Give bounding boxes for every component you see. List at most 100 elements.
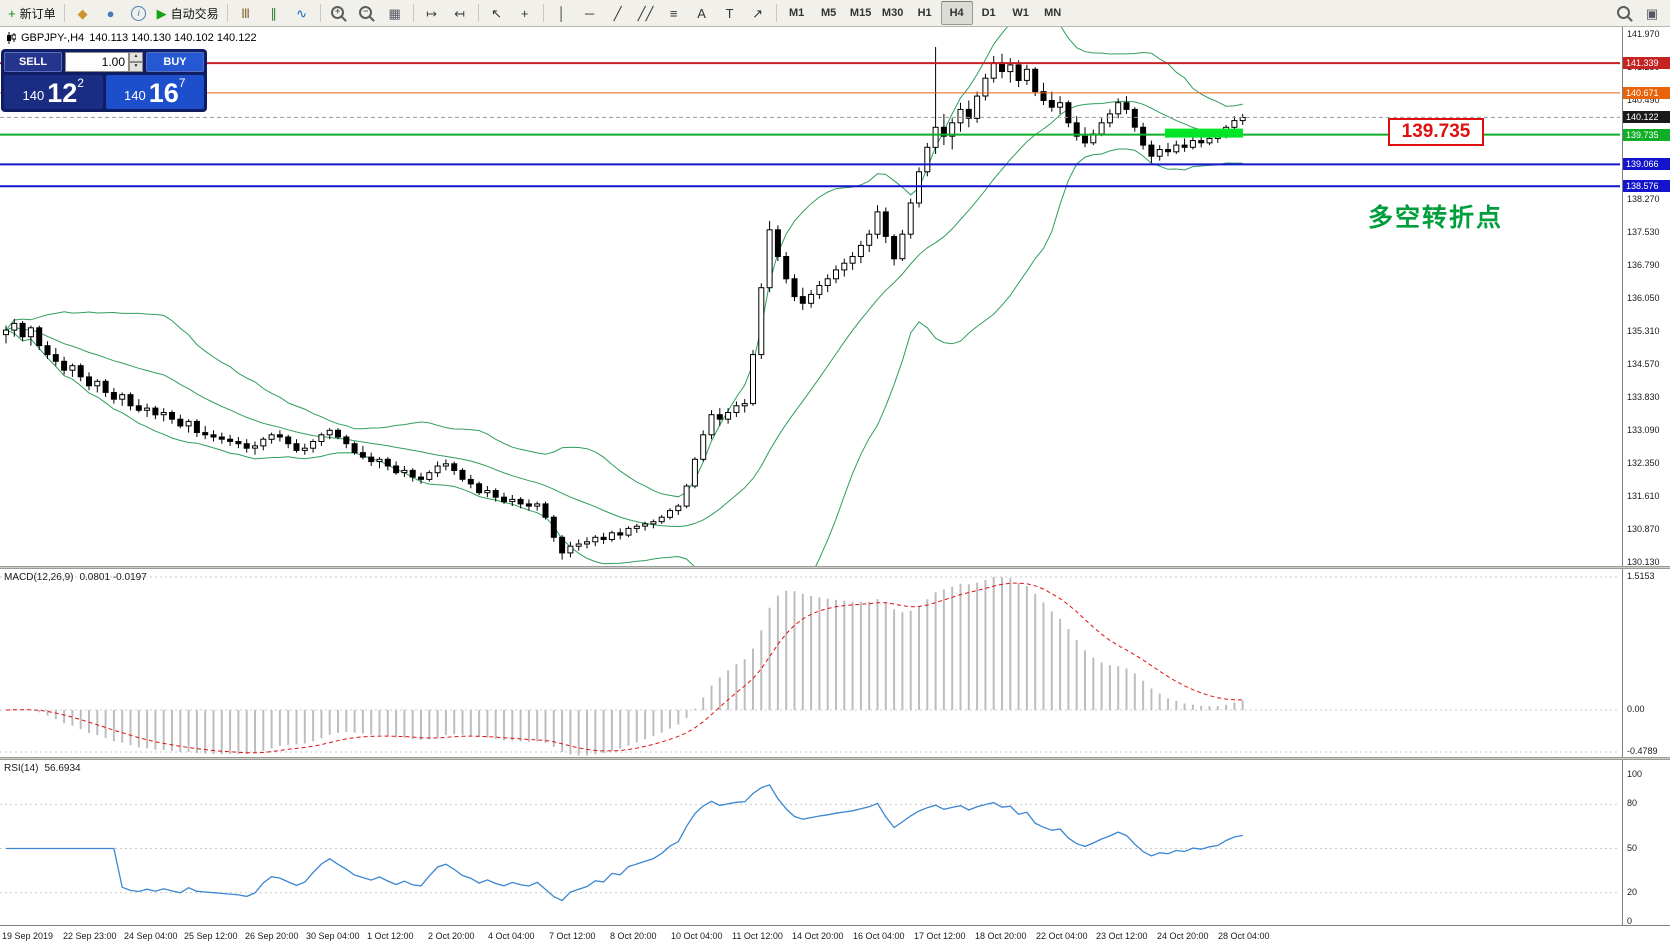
timeframe-m5-button[interactable]: M5 <box>820 7 837 19</box>
zoom-out-icon: − <box>359 5 373 19</box>
price-axis-label: 137.530 <box>1627 227 1660 237</box>
line-chart-icon: ∿ <box>296 5 308 21</box>
date-axis-label: 17 Oct 12:00 <box>914 931 966 941</box>
zoom-in-button[interactable]: + <box>325 1 353 25</box>
cursor-button[interactable]: ↖ <box>483 1 511 25</box>
timeframe-m1-button[interactable]: M1 <box>788 7 805 19</box>
price-level-tag: 141.339 <box>1623 57 1670 69</box>
data-window-button[interactable]: i <box>125 1 153 25</box>
date-axis[interactable]: 19 Sep 2019 22 Sep 23:00 24 Sep 04:00 25 Se… <box>0 925 1670 951</box>
buy-price-big: 16 <box>148 78 179 108</box>
sell-price-big: 12 <box>47 78 78 108</box>
spinner-down-icon[interactable]: ▼ <box>129 62 143 72</box>
chart-windows-button[interactable]: ▣ <box>1638 1 1666 25</box>
date-axis-label: 4 Oct 04:00 <box>488 931 535 941</box>
timeframe-d1-button[interactable]: D1 <box>981 7 996 19</box>
rsi-title: RSI(14) <box>4 763 39 774</box>
vertical-line-button[interactable]: │ <box>548 1 576 25</box>
line-chart-button[interactable]: ∿ <box>288 1 316 25</box>
fibonacci-icon: ≡ <box>669 5 678 21</box>
timeframe-m30-button[interactable]: M30 <box>881 7 904 19</box>
price-level-tag: 140.671 <box>1623 87 1670 99</box>
profiles-button[interactable]: ◆ <box>69 1 97 25</box>
new-order-icon: + <box>8 5 16 21</box>
chart-shift-icon: ↤ <box>454 5 466 21</box>
rsi-axis-label: 0 <box>1627 916 1633 926</box>
sell-price-pip: 2 <box>77 76 84 90</box>
horizontal-line-button[interactable]: ─ <box>576 1 604 25</box>
buy-price-button[interactable]: 140 16 7 <box>105 75 204 109</box>
date-axis-label: 23 Oct 12:00 <box>1096 931 1148 941</box>
crosshair-button[interactable]: + <box>511 1 539 25</box>
trendline-button[interactable]: ╱ <box>604 1 632 25</box>
price-axis-label: 130.870 <box>1627 524 1660 534</box>
rsi-axis-label: 80 <box>1627 798 1638 808</box>
macd-splitter[interactable] <box>0 566 1670 569</box>
text-label-button[interactable]: T <box>716 1 744 25</box>
rsi-scale[interactable]: 100 80 50 20 0 <box>1622 760 1670 926</box>
date-axis-label: 28 Oct 04:00 <box>1218 931 1270 941</box>
equidistant-channel-button[interactable]: ╱╱ <box>632 1 660 25</box>
search-button[interactable] <box>1610 1 1638 25</box>
timeframe-m15-button[interactable]: M15 <box>849 7 872 19</box>
toolbar-separator <box>412 4 414 22</box>
price-axis-label: 130.130 <box>1627 557 1660 567</box>
sell-price-button[interactable]: 140 12 2 <box>4 75 103 109</box>
chart-header: GBPJPY-,H4 140.113 140.130 140.102 140.1… <box>6 32 257 44</box>
chart-icon <box>7 32 16 44</box>
chart-shift-button[interactable]: ↤ <box>446 1 474 25</box>
toolbar-separator <box>775 4 777 22</box>
sell-button[interactable]: SELL <box>4 52 62 72</box>
rsi-splitter[interactable] <box>0 757 1670 760</box>
horizontal-line-icon: ─ <box>585 5 595 21</box>
timeframe-h4-button[interactable]: H4 <box>940 1 973 25</box>
date-axis-label: 2 Oct 20:00 <box>428 931 475 941</box>
date-axis-label: 22 Oct 04:00 <box>1036 931 1088 941</box>
spinner-up-icon[interactable]: ▲ <box>129 52 143 62</box>
bar-chart-button[interactable]: Ⅲ <box>232 1 260 25</box>
price-axis-label: 131.610 <box>1627 491 1660 501</box>
sell-price-prefix: 140 <box>22 88 45 103</box>
timeframe-w1-button[interactable]: W1 <box>1012 7 1029 19</box>
fibonacci-button[interactable]: ≡ <box>660 1 688 25</box>
toolbar-separator <box>319 4 321 22</box>
rsi-canvas[interactable] <box>0 760 1670 925</box>
vertical-line-icon: │ <box>557 5 566 21</box>
buy-button[interactable]: BUY <box>146 52 204 72</box>
toolbar: + 新订单 ◆ ● i ▶ 自动交易 Ⅲ ∥ ∿ + − ▦ ↦ ↤ ↖ + │ ─ ╱ ╱╱ ≡ A T ↗ M1 M5 M15 M3… <box>0 0 1670 27</box>
buy-price-pip: 7 <box>178 76 186 90</box>
lot-spinner[interactable]: ▲ ▼ <box>129 52 143 72</box>
main-chart-canvas[interactable] <box>0 27 1670 566</box>
tile-windows-button[interactable]: ▦ <box>381 1 409 25</box>
candlestick-chart-button[interactable]: ∥ <box>260 1 288 25</box>
date-axis-label: 30 Sep 04:00 <box>306 931 360 941</box>
macd-scale[interactable]: 1.5153 0.00 -0.4789 <box>1622 569 1670 757</box>
date-axis-label: 1 Oct 12:00 <box>367 931 414 941</box>
rsi-axis-label: 20 <box>1627 887 1638 897</box>
price-level-tag: 138.576 <box>1623 180 1670 192</box>
new-order-button[interactable]: + 新订单 <box>4 1 60 25</box>
arrows-button[interactable]: ↗ <box>744 1 772 25</box>
text-button[interactable]: A <box>688 1 716 25</box>
turning-point-text: 多空转折点 <box>1368 204 1504 232</box>
price-axis-label: 136.050 <box>1627 293 1660 303</box>
price-axis-label: 132.350 <box>1627 458 1660 468</box>
symbol-period-label: GBPJPY-,H4 <box>21 32 85 44</box>
macd-axis-label: 0.00 <box>1627 704 1645 714</box>
date-axis-label: 19 Sep 2019 <box>2 931 54 941</box>
chart-windows-icon: ▣ <box>1645 5 1659 21</box>
autotrading-button[interactable]: ▶ 自动交易 <box>153 1 223 25</box>
market-watch-button[interactable]: ● <box>97 1 125 25</box>
timeframe-h1-button[interactable]: H1 <box>917 7 932 19</box>
timeframe-mn-button[interactable]: MN <box>1044 7 1062 19</box>
lot-size-input[interactable] <box>65 52 129 72</box>
price-axis-label: 141.970 <box>1627 29 1660 39</box>
bar-chart-icon: Ⅲ <box>241 5 251 21</box>
auto-scroll-button[interactable]: ↦ <box>418 1 446 25</box>
lot-size-box: ▲▼ <box>65 52 143 72</box>
price-scale[interactable]: 141.970141.230140.490138.270137.530136.7… <box>1622 27 1670 567</box>
zoom-out-button[interactable]: − <box>353 1 381 25</box>
text-icon: A <box>697 5 706 21</box>
macd-canvas[interactable] <box>0 569 1670 757</box>
price-axis-label: 138.270 <box>1627 194 1660 204</box>
